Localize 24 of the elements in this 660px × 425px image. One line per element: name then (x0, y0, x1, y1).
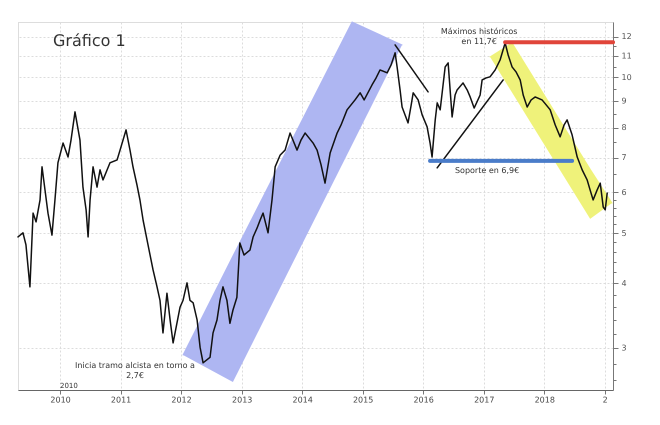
x-tick-label: 2016 (413, 396, 434, 404)
y-tick-label: 11 (622, 52, 632, 61)
x-tick-label: 2012 (171, 396, 192, 404)
y-tick-label: 3 (622, 344, 627, 353)
x-tick-label: 2018 (534, 396, 555, 404)
annotation: Soporte en 6,9€ (454, 166, 520, 175)
y-tick-label: 4 (622, 278, 627, 288)
y-tick-label: 6 (622, 188, 627, 197)
y-tick-label: 5 (622, 228, 627, 238)
y-tick-label: 12 (622, 32, 632, 42)
x-tick-label: 2017 (474, 396, 494, 404)
y-tick-label: 8 (622, 123, 627, 132)
y-tick-label: 10 (622, 72, 632, 82)
y-tick-label: 9 (622, 96, 627, 106)
x-tick-label: 2011 (110, 396, 132, 404)
annotation: Máximos históricos en 11,7€ (440, 27, 518, 46)
x-tick-label: 2015 (352, 396, 374, 404)
annotation: Inicia tramo alcista en torno a 2,7€ (75, 361, 196, 380)
y-tick-label: 7 (622, 153, 627, 162)
x-tick-label: 2014 (292, 396, 313, 404)
text: Gráfico 1 (53, 31, 126, 50)
x-tick-label: 2013 (232, 396, 252, 404)
x-tick-label: 2 (602, 396, 608, 404)
x-tick-label: 2010 (50, 396, 71, 404)
